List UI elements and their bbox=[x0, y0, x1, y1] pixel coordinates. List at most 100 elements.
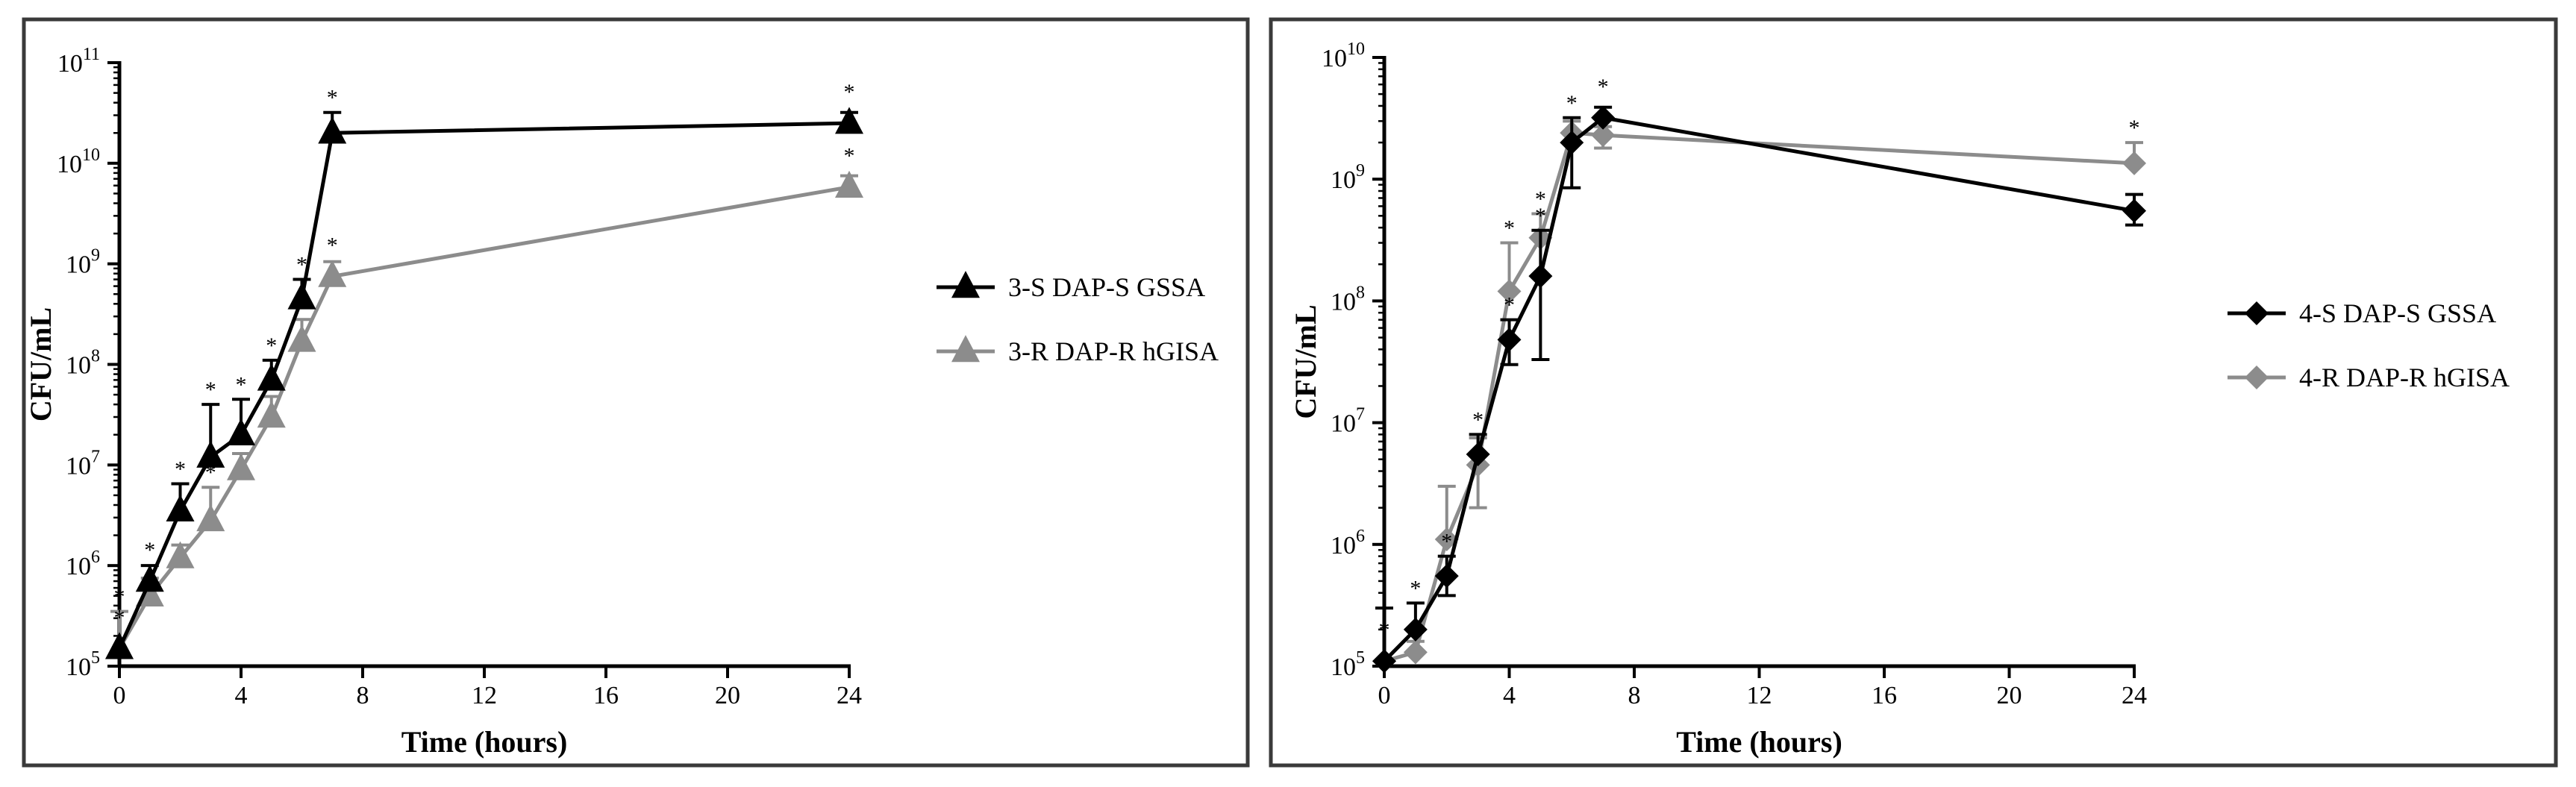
significance-star: * bbox=[205, 377, 216, 402]
legend-label: 3-R DAP-R hGISA bbox=[1008, 336, 1219, 366]
significance-star: * bbox=[844, 144, 855, 169]
legend-marker bbox=[951, 335, 980, 363]
data-point bbox=[1403, 640, 1428, 665]
x-tick-label: 4 bbox=[235, 682, 248, 709]
data-point bbox=[257, 363, 286, 391]
significance-star: * bbox=[114, 605, 125, 630]
data-point bbox=[1497, 327, 1522, 352]
data-point bbox=[1528, 264, 1553, 289]
y-axis-title: CFU/mL bbox=[1289, 304, 1322, 418]
y-tick-label: 109 bbox=[1331, 161, 1365, 194]
significance-star: * bbox=[236, 372, 247, 397]
legend-label: 4-S DAP-S GSSA bbox=[2299, 298, 2496, 328]
legend-entry-0: 3-S DAP-S GSSA bbox=[937, 271, 1205, 302]
x-tick-label: 4 bbox=[1503, 682, 1516, 709]
y-axis-title: CFU/mL bbox=[24, 307, 57, 421]
x-tick-label: 12 bbox=[472, 682, 497, 709]
legend-label: 4-R DAP-R hGISA bbox=[2299, 363, 2510, 392]
series-0: **** **** * bbox=[105, 80, 863, 659]
data-point bbox=[1497, 279, 1522, 304]
significance-star: * bbox=[114, 585, 125, 609]
data-point bbox=[105, 632, 134, 659]
series-0: ******* bbox=[1372, 75, 2146, 674]
y-tick-label: 1010 bbox=[57, 145, 100, 178]
data-point bbox=[196, 504, 225, 532]
x-tick-label: 24 bbox=[2122, 682, 2147, 709]
significance-star: * bbox=[296, 253, 307, 278]
legend-marker bbox=[2245, 366, 2269, 389]
legend-entry-1: 4-R DAP-R hGISA bbox=[2228, 363, 2510, 392]
significance-star: * bbox=[1535, 187, 1546, 212]
data-point bbox=[1434, 564, 1459, 589]
significance-star: * bbox=[2129, 116, 2140, 140]
data-point bbox=[196, 440, 225, 468]
growth-chart-left: 105 106 107 108 109 1010 1011 0 4 8 12 16 20 24 Time (… bbox=[24, 45, 1219, 759]
data-point bbox=[287, 282, 316, 310]
data-point bbox=[257, 401, 286, 428]
y-tick-label: 107 bbox=[1331, 405, 1365, 438]
significance-star: * bbox=[1504, 216, 1515, 241]
data-point bbox=[1372, 649, 1396, 674]
x-tick-label: 16 bbox=[1872, 682, 1897, 709]
data-point bbox=[2122, 198, 2146, 223]
significance-star: * bbox=[1535, 204, 1546, 228]
significance-star: * bbox=[844, 80, 855, 104]
data-point bbox=[835, 107, 863, 134]
y-tick-label: 1010 bbox=[1322, 40, 1365, 72]
data-point bbox=[135, 565, 164, 592]
data-point bbox=[1403, 617, 1428, 642]
x-tick-label: 12 bbox=[1747, 682, 1772, 709]
x-tick-label: 8 bbox=[1628, 682, 1641, 709]
data-point bbox=[227, 453, 255, 480]
data-point bbox=[318, 260, 347, 287]
significance-star: * bbox=[1441, 530, 1452, 554]
x-tick-label: 8 bbox=[357, 682, 369, 709]
data-point bbox=[1591, 123, 1616, 148]
significance-star: * bbox=[327, 86, 338, 110]
y-tick-label: 1011 bbox=[57, 45, 100, 78]
x-tick-label: 24 bbox=[837, 682, 862, 709]
significance-star: * bbox=[327, 233, 338, 258]
data-point bbox=[166, 541, 195, 568]
data-point bbox=[287, 324, 316, 352]
data-point bbox=[2122, 151, 2146, 175]
legend-marker bbox=[2245, 301, 2269, 325]
legend-entry-1: 3-R DAP-R hGISA bbox=[937, 335, 1219, 366]
y-tick-label: 106 bbox=[66, 548, 100, 580]
y-tick-label: 109 bbox=[66, 246, 100, 279]
legend-label: 3-S DAP-S GSSA bbox=[1008, 272, 1205, 302]
significance-star: * bbox=[175, 457, 186, 482]
significance-star: * bbox=[266, 333, 277, 358]
y-tick-label: 105 bbox=[66, 648, 100, 681]
significance-star: * bbox=[1504, 293, 1515, 318]
y-tick-label: 107 bbox=[66, 447, 100, 480]
x-axis-title: Time (hours) bbox=[401, 725, 568, 759]
x-axis-title: Time (hours) bbox=[1676, 725, 1842, 759]
panel-frame-right bbox=[1269, 17, 2558, 768]
significance-star: * bbox=[1472, 407, 1484, 432]
panel-frame-left bbox=[22, 17, 1250, 768]
significance-star: * bbox=[1598, 75, 1609, 99]
y-tick-label: 108 bbox=[66, 347, 100, 380]
y-tick-label: 106 bbox=[1331, 527, 1365, 559]
data-point bbox=[227, 418, 255, 445]
x-tick-label: 0 bbox=[113, 682, 126, 709]
data-point bbox=[318, 116, 347, 144]
data-point bbox=[1560, 131, 1584, 155]
x-tick-label: 0 bbox=[1378, 682, 1391, 709]
y-tick-label: 108 bbox=[1331, 283, 1365, 316]
data-point bbox=[166, 494, 195, 522]
data-point bbox=[835, 170, 863, 198]
significance-star: * bbox=[1410, 576, 1421, 601]
x-tick-label: 20 bbox=[1997, 682, 2022, 709]
x-tick-label: 20 bbox=[715, 682, 740, 709]
legend-entry-0: 4-S DAP-S GSSA bbox=[2228, 298, 2496, 328]
x-tick-label: 16 bbox=[593, 682, 619, 709]
data-point bbox=[1591, 105, 1616, 130]
y-tick-label: 105 bbox=[1331, 648, 1365, 681]
growth-chart-right: 105 106 107 108 109 1010 0 4 8 12 16 20 24 Time (hour… bbox=[1289, 40, 2510, 759]
legend-marker bbox=[951, 271, 980, 298]
data-point bbox=[1466, 442, 1490, 466]
significance-star: * bbox=[1566, 91, 1578, 116]
